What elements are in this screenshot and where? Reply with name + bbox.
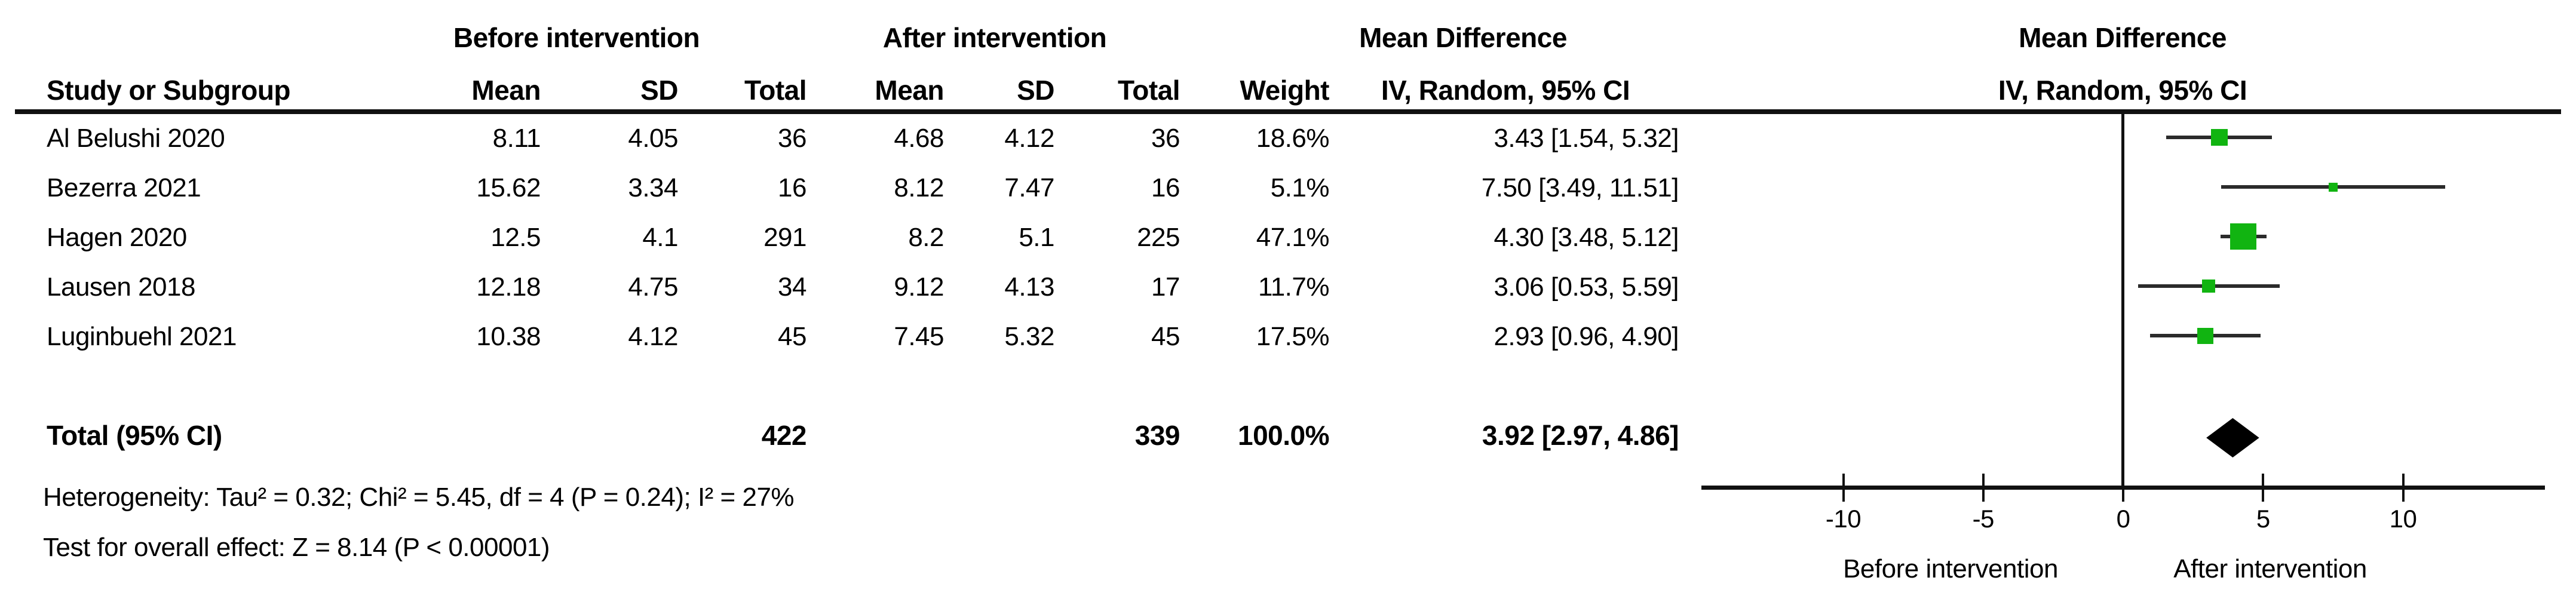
sd-before-value: 4.05 <box>628 124 678 153</box>
total-row-total-after: 339 <box>1134 420 1180 451</box>
table-row: Al Belushi 2020 8.11 4.05 36 4.68 4.12 36 18.6%… <box>0 113 1732 162</box>
mean-before-value: 8.11 <box>492 124 541 153</box>
study-label: Bezerra 2021 <box>47 173 201 202</box>
sd-after-value: 7.47 <box>1004 173 1054 202</box>
ci-text-value: 7.50 [3.49, 11.51] <box>1481 173 1679 202</box>
group-header-mean-difference-right: Mean Difference <box>2019 22 2227 53</box>
total-after-value: 16 <box>1151 173 1180 202</box>
col-header-mean-after: Mean <box>875 75 944 106</box>
mean-after-value: 7.45 <box>894 322 944 351</box>
mean-before-value: 10.38 <box>476 322 541 351</box>
total-row-weight: 100.0% <box>1237 420 1330 451</box>
x-axis-tick-label: -5 <box>1972 505 1995 533</box>
study-label: Luginbuehl 2021 <box>47 322 237 351</box>
study-label: Al Belushi 2020 <box>47 124 225 153</box>
col-header-sd-after: SD <box>1017 75 1054 106</box>
col-header-ci-right: IV, Random, 95% CI <box>1998 75 2247 106</box>
col-header-mean-before: Mean <box>471 75 541 106</box>
ci-text-value: 3.43 [1.54, 5.32] <box>1494 124 1679 153</box>
table-row: Hagen 2020 12.5 4.1 291 8.2 5.1 225 47.1% 4.30 [… <box>0 212 1732 262</box>
study-label: Hagen 2020 <box>47 223 187 252</box>
header-rule <box>15 109 2561 114</box>
study-label: Lausen 2018 <box>47 272 195 302</box>
col-header-study: Study or Subgroup <box>47 75 291 106</box>
weight-value: 18.6% <box>1256 124 1330 153</box>
group-header-before: Before intervention <box>453 22 700 53</box>
ci-text-value: 4.30 [3.48, 5.12] <box>1494 223 1679 252</box>
mean-after-value: 9.12 <box>894 272 944 302</box>
x-axis-tick <box>2122 474 2124 502</box>
point-estimate-square <box>2202 280 2216 293</box>
table-row: Bezerra 2021 15.62 3.34 16 8.12 7.47 16 5.1% 7.5… <box>0 162 1732 212</box>
point-estimate-square <box>2197 327 2213 344</box>
col-header-total-after: Total <box>1118 75 1180 106</box>
group-header-mean-difference-left: Mean Difference <box>1359 22 1567 53</box>
weight-value: 11.7% <box>1258 272 1330 302</box>
point-estimate-square <box>2230 223 2257 250</box>
ci-text-value: 2.93 [0.96, 4.90] <box>1494 322 1679 351</box>
overall-effect-stats: Test for overall effect: Z = 8.14 (P < 0… <box>43 533 550 562</box>
axis-label-after: After intervention <box>2173 554 2367 583</box>
x-axis-tick-label: 10 <box>2389 505 2417 533</box>
point-estimate-square <box>2210 129 2228 146</box>
total-row-label: Total (95% CI) <box>47 420 222 451</box>
point-estimate-square <box>2328 182 2338 192</box>
total-before-value: 34 <box>778 272 806 302</box>
x-axis-tick-label: -10 <box>1825 505 1862 533</box>
total-before-value: 291 <box>763 223 806 252</box>
table-row: Luginbuehl 2021 10.38 4.12 45 7.45 5.32 45 17.5… <box>0 311 1732 361</box>
total-row-total-before: 422 <box>761 420 807 451</box>
total-before-value: 45 <box>778 322 806 351</box>
sd-after-value: 5.32 <box>1004 322 1054 351</box>
sd-after-value: 4.13 <box>1004 272 1054 302</box>
total-before-value: 36 <box>778 124 806 153</box>
x-axis-tick <box>2402 474 2405 502</box>
x-axis-tick-label: 0 <box>2116 505 2130 533</box>
sd-before-value: 4.12 <box>628 322 678 351</box>
mean-before-value: 15.62 <box>476 173 541 202</box>
mean-after-value: 8.12 <box>894 173 944 202</box>
sd-after-value: 5.1 <box>1019 223 1054 252</box>
mean-before-value: 12.18 <box>476 272 541 302</box>
total-after-value: 225 <box>1137 223 1180 252</box>
heterogeneity-stats: Heterogeneity: Tau² = 0.32; Chi² = 5.45,… <box>43 483 795 512</box>
sd-before-value: 4.1 <box>642 223 678 252</box>
x-axis-tick <box>1982 474 1985 502</box>
total-row-ci: 3.92 [2.97, 4.86] <box>1482 420 1679 451</box>
col-header-weight: Weight <box>1240 75 1330 106</box>
table-row: Lausen 2018 12.18 4.75 34 9.12 4.13 17 11.7% 3.0… <box>0 262 1732 311</box>
x-axis-tick-label: 5 <box>2256 505 2270 533</box>
weight-value: 47.1% <box>1256 223 1330 252</box>
sd-before-value: 3.34 <box>628 173 678 202</box>
col-header-total-before: Total <box>744 75 806 106</box>
mean-after-value: 4.68 <box>894 124 944 153</box>
zero-reference-line <box>2121 114 2124 488</box>
x-axis-tick <box>1842 474 1845 502</box>
mean-after-value: 8.2 <box>908 223 944 252</box>
ci-text-value: 3.06 [0.53, 5.59] <box>1494 272 1679 302</box>
total-after-value: 17 <box>1151 272 1180 302</box>
col-header-sd-before: SD <box>640 75 678 106</box>
total-after-value: 45 <box>1151 322 1180 351</box>
total-after-value: 36 <box>1151 124 1180 153</box>
weight-value: 5.1% <box>1270 173 1330 202</box>
mean-before-value: 12.5 <box>490 223 541 252</box>
col-header-ci-left: IV, Random, 95% CI <box>1381 75 1630 106</box>
weight-value: 17.5% <box>1256 322 1330 351</box>
sd-after-value: 4.12 <box>1004 124 1054 153</box>
x-axis-tick <box>2262 474 2265 502</box>
total-before-value: 16 <box>778 173 806 202</box>
sd-before-value: 4.75 <box>628 272 678 302</box>
group-header-after: After intervention <box>882 22 1107 53</box>
total-diamond <box>2206 418 2259 457</box>
axis-label-before: Before intervention <box>1843 554 2058 583</box>
